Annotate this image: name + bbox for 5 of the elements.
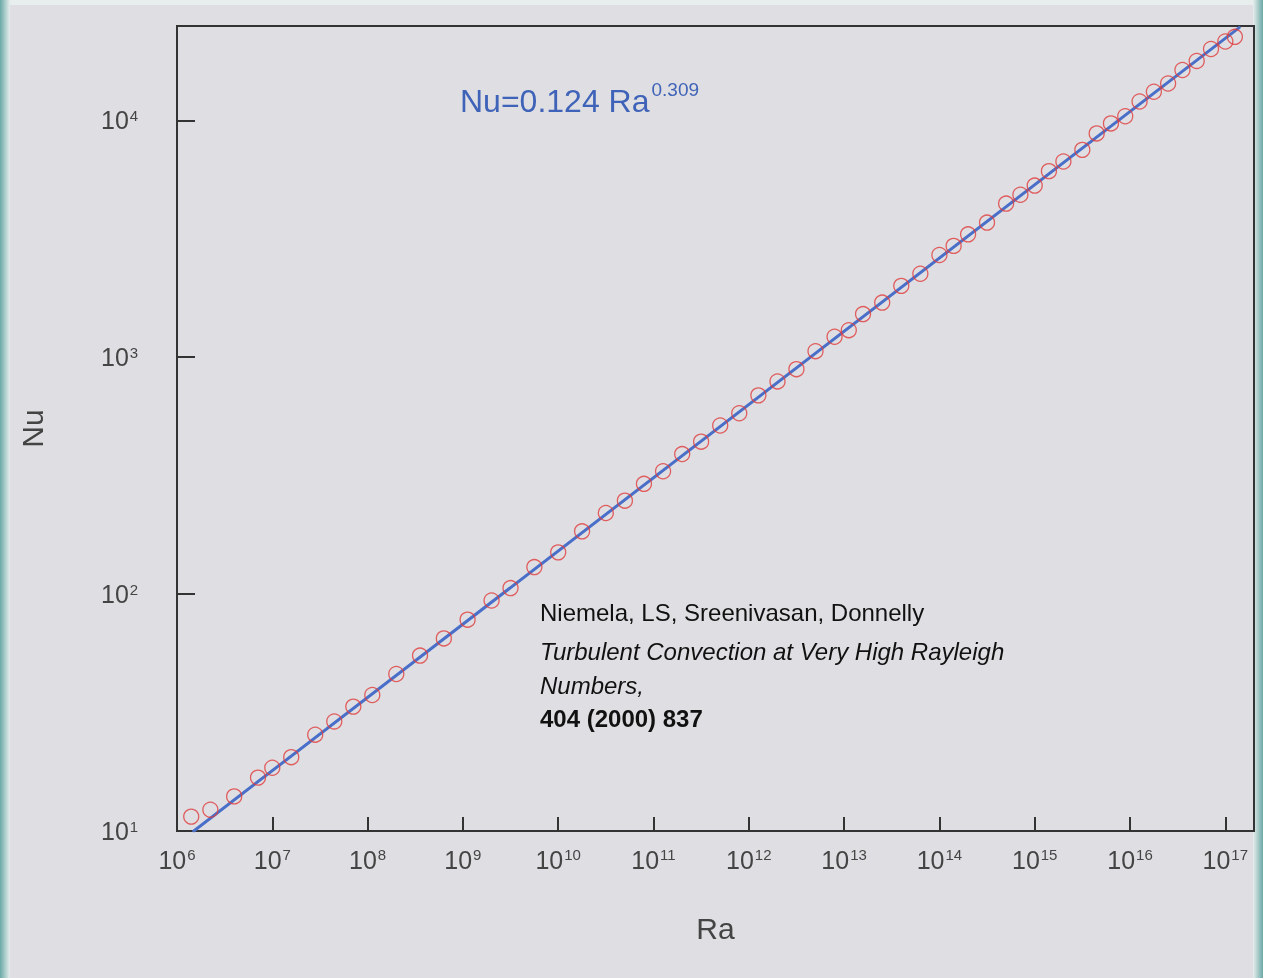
y-axis-title: Nu	[15, 409, 49, 448]
annotation: 404 (2000) 837	[540, 704, 703, 732]
x-axis-title: Ra	[696, 911, 735, 945]
annotation: Niemela, LS, Sreenivasan, Donnelly	[540, 598, 925, 626]
annotation: Turbulent Convection at Very High Rayleigh Numbers,	[540, 637, 1011, 699]
